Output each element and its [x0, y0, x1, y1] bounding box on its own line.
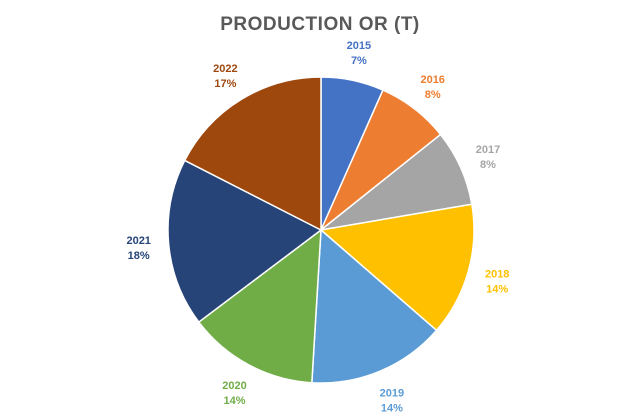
data-label-category-2020: 2020	[222, 380, 246, 392]
pie-slice-2021	[167, 159, 323, 324]
data-label-category-2019: 2019	[380, 388, 404, 400]
data-label-percent-2015: 7%	[351, 55, 367, 67]
data-label-percent-2022: 17%	[214, 78, 236, 90]
chart-title: PRODUCTION OR (T)	[220, 14, 420, 35]
data-label-percent-2021: 18%	[128, 250, 150, 262]
data-label-percent-2016: 8%	[425, 89, 441, 101]
data-label-category-2015: 2015	[347, 40, 371, 52]
pie-slice-2020	[197, 228, 322, 384]
data-label-category-2016: 2016	[420, 74, 444, 86]
data-label-percent-2019: 14%	[381, 403, 403, 415]
data-label-category-2022: 2022	[213, 63, 237, 75]
data-label-category-2018: 2018	[485, 268, 509, 280]
pie-slice-2018	[319, 203, 475, 332]
pie-slice-2019	[311, 228, 438, 384]
data-label-percent-2018: 14%	[486, 283, 508, 295]
data-label-percent-2020: 14%	[223, 395, 245, 407]
data-label-category-2021: 2021	[126, 235, 150, 247]
pie-slice-2022	[183, 76, 322, 232]
data-label-category-2017: 2017	[476, 144, 500, 156]
data-label-percent-2017: 8%	[480, 159, 496, 171]
